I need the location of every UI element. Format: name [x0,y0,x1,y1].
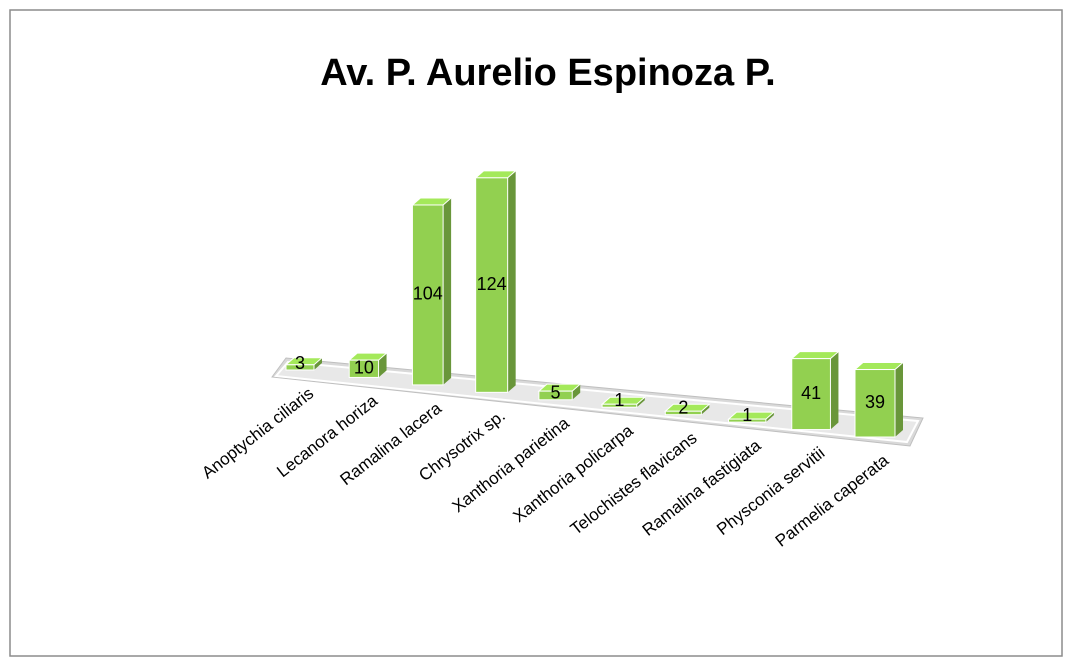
data-label: 39 [865,392,885,412]
data-label: 124 [477,274,507,294]
bar-front [348,359,380,378]
bar-front [791,358,831,431]
bar-side [378,353,387,378]
data-label: 10 [354,358,374,378]
bar-side [830,351,839,430]
bar-side [314,357,322,370]
data-label: 1 [742,405,752,425]
bar-side [636,397,645,408]
bar-side [507,170,516,393]
bar-front [664,410,702,416]
bar-top [853,362,905,371]
bar [853,362,905,438]
bar [727,411,776,423]
chart-title: Av. P. Aurelio Espinoza P. [320,52,775,94]
data-label: 2 [678,397,688,417]
data-label: 3 [295,353,305,373]
data-label: 41 [801,383,821,403]
bar [474,170,517,393]
bar-front [854,369,896,438]
chart-border [9,9,1063,657]
bar-top [790,351,840,360]
bar-front [538,390,573,401]
data-label: 1 [614,390,624,410]
data-label: 104 [413,284,443,304]
bar-side [895,362,903,437]
bar [664,403,711,416]
bar [600,396,647,408]
bar-front [601,403,638,408]
bar-front [411,204,444,386]
bar-front [728,418,767,423]
bar [411,197,453,386]
bar [790,351,840,431]
bar-front [475,177,509,393]
bar [347,352,388,378]
bar-side [701,404,710,415]
bar-front [285,364,315,371]
bar [537,383,582,401]
bar-side [765,412,774,423]
bar-side [572,384,581,400]
bar-side [443,197,452,385]
bar [284,357,324,371]
data-label: 5 [551,383,561,403]
